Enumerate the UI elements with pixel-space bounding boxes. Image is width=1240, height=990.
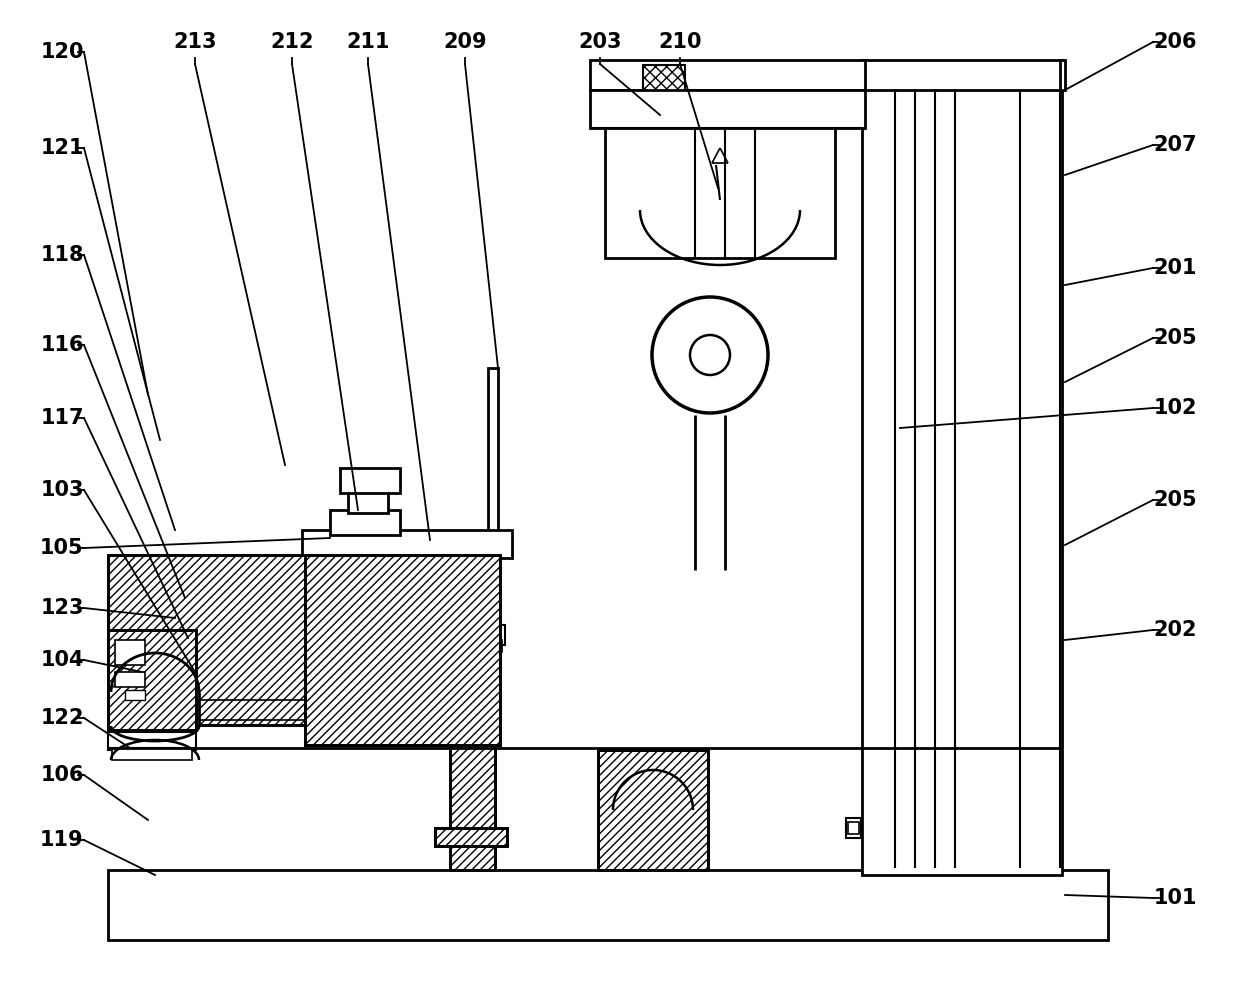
Bar	[108, 630, 196, 730]
Text: 104: 104	[40, 650, 84, 670]
Bar	[605, 128, 835, 258]
Text: 103: 103	[40, 480, 84, 500]
Bar	[303, 530, 512, 558]
Text: 116: 116	[40, 335, 84, 355]
Bar	[590, 90, 866, 128]
Bar	[486, 640, 502, 652]
Bar	[115, 672, 145, 687]
Bar	[450, 745, 495, 870]
Text: 205: 205	[1153, 490, 1197, 510]
Text: 121: 121	[40, 138, 84, 158]
Text: 102: 102	[1153, 398, 1197, 418]
Text: 120: 120	[40, 42, 84, 62]
Bar	[435, 828, 507, 846]
Bar	[1060, 60, 1065, 90]
Bar	[644, 65, 684, 95]
Bar	[489, 368, 498, 638]
Text: 203: 203	[578, 32, 621, 52]
Text: 122: 122	[40, 708, 84, 728]
Text: 201: 201	[1153, 258, 1197, 278]
Text: 119: 119	[40, 830, 84, 850]
Text: 209: 209	[443, 32, 487, 52]
Bar	[108, 870, 1109, 940]
Bar	[450, 745, 495, 870]
Bar	[125, 690, 145, 700]
Text: 213: 213	[174, 32, 217, 52]
Bar	[108, 732, 196, 750]
Bar	[598, 750, 708, 870]
Bar	[348, 488, 388, 513]
Text: 206: 206	[1153, 32, 1197, 52]
Text: 205: 205	[1153, 328, 1197, 348]
Text: 202: 202	[1153, 620, 1197, 640]
Text: 212: 212	[270, 32, 314, 52]
Text: 101: 101	[1153, 888, 1197, 908]
Bar	[340, 468, 401, 493]
Bar	[305, 555, 500, 745]
Text: 118: 118	[40, 245, 84, 265]
Bar	[598, 750, 708, 870]
Bar	[108, 555, 358, 725]
Text: 123: 123	[40, 598, 84, 618]
Circle shape	[652, 297, 768, 413]
Text: 207: 207	[1153, 135, 1197, 155]
Bar	[108, 555, 358, 725]
Text: 105: 105	[40, 538, 84, 558]
Bar	[484, 625, 505, 645]
Bar	[848, 822, 859, 834]
Bar	[862, 85, 1061, 875]
Bar	[435, 828, 507, 846]
Bar	[590, 60, 866, 90]
Text: 211: 211	[346, 32, 389, 52]
Text: 117: 117	[40, 408, 84, 428]
Text: 210: 210	[658, 32, 702, 52]
Bar	[108, 630, 196, 730]
Bar	[330, 510, 401, 535]
Bar	[862, 60, 1061, 90]
Bar	[112, 748, 192, 760]
Bar	[115, 640, 145, 665]
Text: 106: 106	[40, 765, 84, 785]
Bar	[305, 555, 500, 745]
Circle shape	[689, 335, 730, 375]
Bar	[846, 818, 861, 838]
